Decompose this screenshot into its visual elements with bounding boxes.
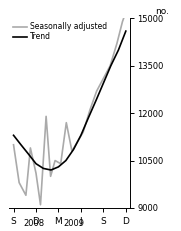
Trend bbox=[102, 82, 104, 85]
Seasonally adjusted bbox=[54, 159, 56, 162]
Seasonally adjusted bbox=[125, 11, 127, 14]
Trend bbox=[117, 49, 119, 52]
Seasonally adjusted bbox=[102, 77, 104, 80]
Seasonally adjusted bbox=[50, 175, 52, 178]
Trend bbox=[95, 99, 97, 102]
Seasonally adjusted bbox=[12, 143, 15, 146]
Trend bbox=[110, 64, 112, 67]
Seasonally adjusted bbox=[45, 115, 47, 118]
Seasonally adjusted bbox=[60, 162, 62, 165]
Line: Trend: Trend bbox=[14, 31, 126, 170]
Seasonally adjusted bbox=[29, 146, 31, 149]
Trend bbox=[20, 143, 22, 146]
Trend bbox=[35, 162, 37, 165]
Seasonally adjusted bbox=[121, 20, 124, 23]
Trend bbox=[12, 134, 15, 137]
Text: no.: no. bbox=[155, 7, 169, 16]
Trend bbox=[28, 153, 30, 156]
Trend bbox=[125, 30, 127, 33]
Trend bbox=[65, 159, 67, 162]
Trend bbox=[80, 134, 82, 137]
Seasonally adjusted bbox=[71, 150, 73, 152]
Trend bbox=[72, 148, 75, 151]
Seasonally adjusted bbox=[35, 172, 37, 175]
Seasonally adjusted bbox=[96, 90, 98, 92]
Trend bbox=[87, 116, 89, 119]
Text: 2009: 2009 bbox=[63, 219, 84, 228]
Seasonally adjusted bbox=[39, 203, 42, 206]
Seasonally adjusted bbox=[116, 42, 118, 45]
Seasonally adjusted bbox=[25, 194, 27, 197]
Trend bbox=[50, 169, 52, 171]
Seasonally adjusted bbox=[82, 131, 84, 134]
Legend: Seasonally adjusted, Trend: Seasonally adjusted, Trend bbox=[13, 22, 107, 41]
Seasonally adjusted bbox=[76, 140, 79, 143]
Text: 2008: 2008 bbox=[24, 219, 45, 228]
Seasonally adjusted bbox=[65, 121, 67, 124]
Seasonally adjusted bbox=[89, 109, 91, 111]
Seasonally adjusted bbox=[18, 181, 20, 184]
Line: Seasonally adjusted: Seasonally adjusted bbox=[14, 12, 126, 205]
Trend bbox=[42, 167, 45, 170]
Trend bbox=[57, 165, 60, 168]
Seasonally adjusted bbox=[109, 64, 111, 67]
